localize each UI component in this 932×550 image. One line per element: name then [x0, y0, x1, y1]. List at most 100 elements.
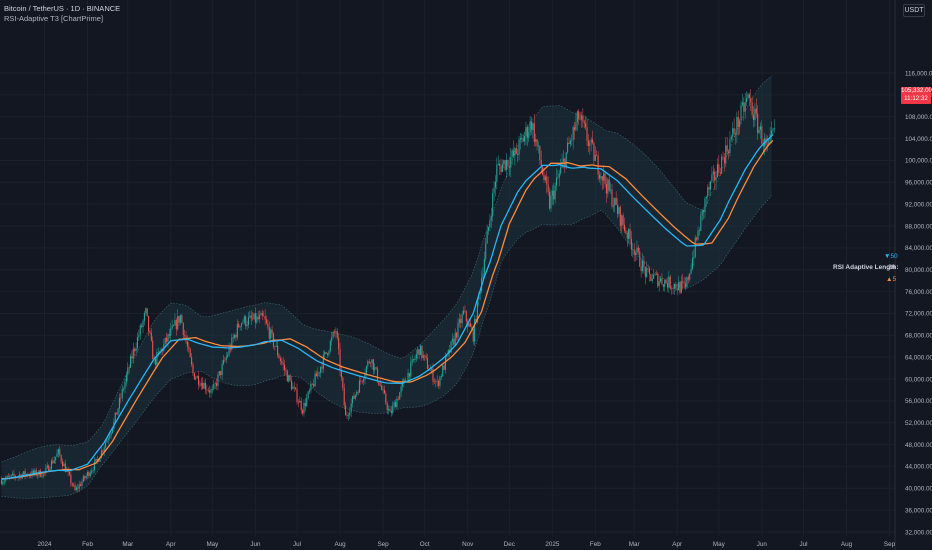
candle [313, 379, 315, 389]
candle [752, 106, 755, 128]
candle [683, 277, 685, 289]
indicator-title[interactable]: RSI-Adaptive T3 [ChartPrime] [4, 14, 104, 23]
candle [493, 181, 495, 201]
candle [522, 134, 524, 142]
candle [288, 374, 290, 383]
candle [240, 322, 243, 331]
candle [600, 171, 602, 186]
candle [331, 331, 333, 346]
candle [128, 364, 130, 374]
candle [182, 322, 184, 340]
candle [759, 122, 762, 139]
candle [267, 319, 269, 331]
price-axis[interactable]: 116,000.00112,000.00108,000.00104,000.00… [905, 70, 932, 536]
candle [604, 171, 606, 188]
candle [143, 310, 145, 326]
candle [354, 394, 356, 401]
candle [472, 327, 474, 345]
candle [293, 381, 295, 393]
t3-slow-line [1, 139, 774, 480]
candle [254, 307, 256, 329]
price-tick-label: 60,000.00 [905, 376, 932, 383]
currency-badge[interactable]: USDT [903, 4, 925, 17]
candle [129, 353, 132, 369]
candle [511, 148, 513, 165]
candle [329, 339, 331, 353]
candle [142, 319, 144, 334]
candle [521, 133, 523, 144]
candle [227, 351, 229, 359]
candle [501, 159, 503, 173]
candle [385, 390, 387, 405]
candle [314, 370, 316, 387]
candle [536, 139, 538, 151]
price-tick-label: 64,000.00 [905, 354, 932, 361]
candle [524, 132, 526, 146]
candle [91, 467, 93, 475]
candle [694, 234, 696, 259]
candle [533, 113, 535, 147]
candle [400, 383, 402, 397]
candle [668, 270, 670, 294]
candle [721, 154, 723, 175]
symbol-title[interactable]: Bitcoin / TetherUS · 1D · BINANCE [4, 4, 121, 13]
candle [207, 387, 209, 393]
candle [703, 209, 705, 220]
candle [81, 479, 83, 489]
candle [712, 164, 714, 184]
candle [733, 118, 735, 138]
candle [167, 333, 169, 348]
candle [120, 393, 122, 404]
candle [53, 455, 55, 464]
candle [728, 149, 730, 160]
candle [346, 411, 348, 419]
candle [639, 247, 641, 268]
candle [461, 310, 463, 328]
candle [195, 375, 197, 381]
candle [285, 367, 287, 375]
candle [368, 358, 370, 365]
candle [333, 329, 336, 337]
candle [608, 175, 610, 193]
candle [578, 109, 580, 126]
candle [628, 228, 630, 244]
candle [422, 351, 424, 361]
candle [386, 401, 388, 415]
candle [615, 191, 617, 205]
candle [605, 177, 607, 203]
candle [583, 119, 585, 129]
candle [88, 470, 90, 479]
t3-lines [1, 134, 774, 480]
candle [635, 250, 637, 262]
rsi-max-label: ▼50 [884, 253, 898, 260]
time-tick-label: Dec [504, 541, 515, 548]
candle [537, 141, 540, 154]
rsi-min-value: 5 [892, 276, 897, 283]
candle [374, 363, 376, 374]
candle [389, 406, 391, 411]
candle [260, 310, 262, 316]
candle [307, 390, 309, 400]
candle [118, 393, 120, 413]
candle [192, 362, 194, 376]
candle [450, 341, 452, 354]
candle [9, 474, 11, 481]
candle [345, 402, 347, 416]
candle [351, 395, 354, 408]
candle [300, 397, 302, 415]
candle [71, 482, 73, 488]
candle [551, 185, 553, 205]
time-axis[interactable]: 2024 Feb Mar Apr May Jun Jul Aug Sep Oct Nov Dec 202… [38, 541, 896, 548]
candle [277, 341, 279, 358]
candle [214, 381, 216, 389]
candle [482, 267, 484, 282]
candle [85, 473, 87, 481]
candle [766, 135, 768, 152]
candle [610, 182, 612, 195]
candle [327, 352, 329, 359]
time-tick-label: Jul [293, 541, 301, 548]
candle [755, 98, 757, 119]
candle [136, 332, 139, 352]
candle [252, 311, 254, 322]
